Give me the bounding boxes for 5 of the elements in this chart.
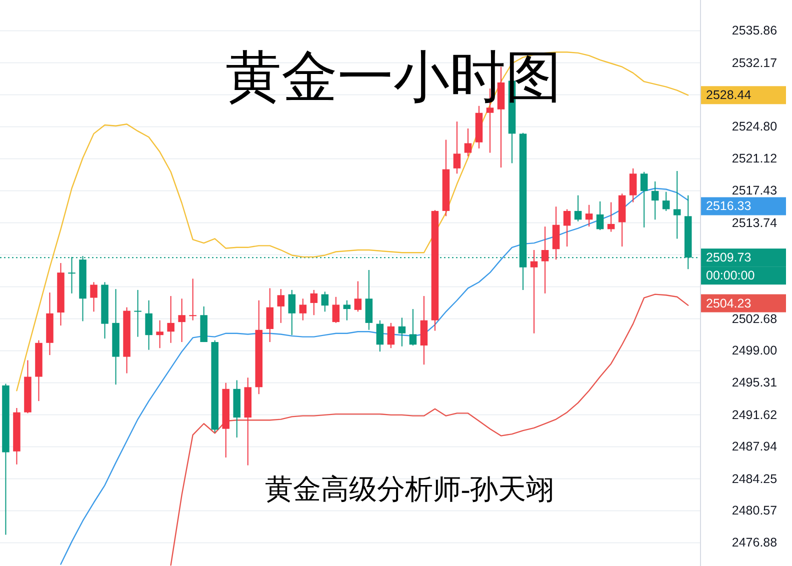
- data-label: 2528.44: [706, 88, 752, 102]
- data-label: 2516.33: [706, 199, 752, 214]
- annotation: 黄金高级分析师-孙天翊: [264, 474, 554, 506]
- ref-line-label: 2509.73: [706, 250, 752, 265]
- data-label: 2504.23: [706, 296, 752, 310]
